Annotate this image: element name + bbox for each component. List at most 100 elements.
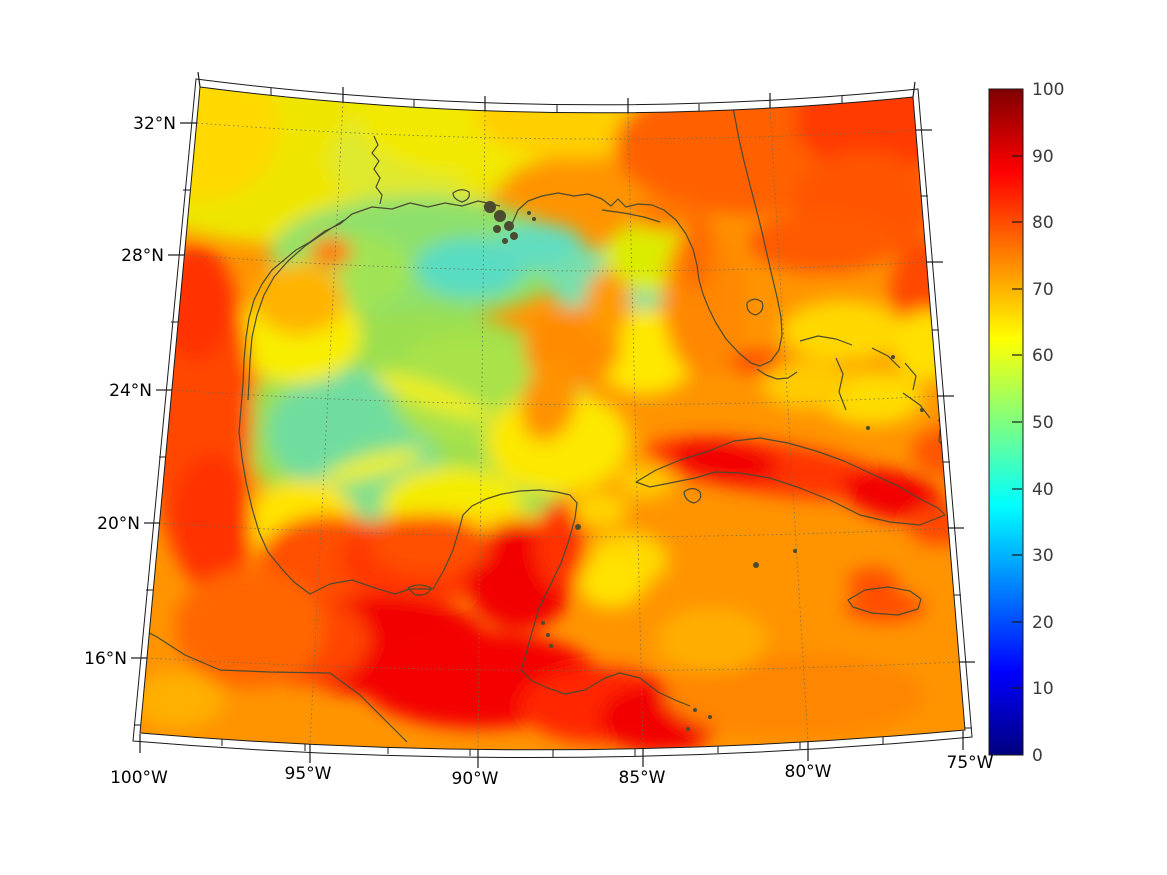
field-blob [847, 568, 899, 596]
coastline-path [371, 135, 383, 205]
field-blob [370, 515, 490, 575]
field-blob [172, 454, 252, 590]
graticule-line [309, 101, 344, 745]
coastline-path [635, 437, 946, 526]
island-spot [484, 201, 496, 213]
colorbar-label-30: 30 [1032, 546, 1054, 566]
coastline-path [247, 219, 345, 401]
graticule-layer [146, 101, 960, 750]
coastline-path [835, 357, 847, 411]
coastline-path [938, 429, 965, 459]
island-spot [686, 727, 690, 731]
graticule-line [171, 389, 939, 406]
field-blob [572, 492, 628, 528]
coastline-path [902, 392, 931, 419]
island-spot [753, 562, 759, 568]
island-spot [920, 408, 924, 412]
field-blob [310, 237, 352, 267]
field-blob [585, 270, 631, 336]
graticule-line [477, 110, 486, 750]
lat-label-16n: 16°N [84, 649, 127, 669]
island-spot [546, 633, 550, 637]
field-blob [670, 439, 780, 483]
colorbar-label-40: 40 [1032, 480, 1054, 500]
island-spot [493, 225, 501, 233]
island-spot [532, 217, 536, 221]
lon-label-85w: 85°W [619, 768, 666, 788]
colorbar-label-80: 80 [1032, 213, 1054, 233]
field-blob [665, 653, 925, 737]
field-blob [748, 213, 898, 273]
lat-label-28n: 28°N [121, 246, 164, 266]
graticule-line [159, 522, 949, 538]
island-spot [504, 221, 514, 231]
coastline-path [951, 467, 965, 489]
lat-label-32n: 32°N [133, 114, 176, 134]
lon-label-75w: 75°W [947, 753, 994, 773]
field-blob [175, 568, 325, 688]
field-blob [520, 362, 578, 442]
colorbar-label-50: 50 [1032, 413, 1054, 433]
field-blob [892, 310, 964, 382]
field-blob [841, 469, 945, 521]
coastline-path [847, 586, 922, 616]
axis-labels: 32°N 28°N 24°N 20°N 16°N 100°W 95°W 90°W… [84, 114, 994, 789]
colorbar-label-60: 60 [1032, 346, 1054, 366]
lon-label-95w: 95°W [285, 764, 332, 784]
graticule-line [196, 122, 917, 140]
island-spot [502, 238, 508, 244]
coastline-path [452, 189, 470, 203]
colorbar-gradient-bar [988, 88, 1024, 756]
axis-tick [912, 81, 916, 98]
field-blob [578, 556, 646, 608]
colorbar-label-0: 0 [1032, 746, 1043, 766]
coastline-path [511, 107, 783, 367]
island-spot [527, 211, 531, 215]
coastline-path [601, 209, 661, 223]
coastline-path [799, 335, 853, 346]
field-blob [321, 449, 423, 483]
field-blob [681, 208, 713, 292]
field-blob [617, 465, 673, 499]
map-frame [131, 71, 975, 768]
lat-label-20n: 20°N [97, 514, 140, 534]
island-spot [541, 621, 545, 625]
coastline-path [756, 368, 798, 380]
coastline-layer [140, 107, 965, 743]
coastline-path [871, 347, 901, 369]
coastline-path [140, 627, 408, 743]
coastline-path [683, 487, 702, 504]
colorbar-label-10: 10 [1032, 679, 1054, 699]
field-blob [253, 263, 345, 335]
map-border-outer [132, 78, 973, 759]
coastline-path [407, 584, 432, 596]
lon-label-80w: 80°W [785, 762, 832, 782]
coastline-path [904, 362, 917, 391]
island-spot [575, 524, 581, 530]
field-blob [762, 361, 850, 409]
colorbar-label-90: 90 [1032, 147, 1054, 167]
lon-label-90w: 90°W [452, 769, 499, 789]
coastline-path [746, 298, 764, 316]
field-blob [781, 300, 905, 362]
field-blob [140, 672, 223, 728]
field-blob [535, 500, 585, 590]
island-spot [693, 708, 697, 712]
lon-label-100w: 100°W [110, 768, 168, 788]
field-blob [373, 372, 491, 420]
colorbar-label-100: 100 [1032, 80, 1064, 100]
colorbar-label-20: 20 [1032, 613, 1054, 633]
field-blob [633, 199, 697, 231]
colorbar-label-70: 70 [1032, 280, 1054, 300]
island-spot [510, 232, 518, 240]
island-spot [793, 549, 797, 553]
field-blob [657, 608, 767, 672]
graticule-line [146, 657, 960, 672]
lat-label-24n: 24°N [109, 381, 152, 401]
island-spot [708, 715, 712, 719]
island-spot [549, 644, 553, 648]
axis-tick [197, 71, 201, 88]
map-border-inner [139, 86, 966, 751]
